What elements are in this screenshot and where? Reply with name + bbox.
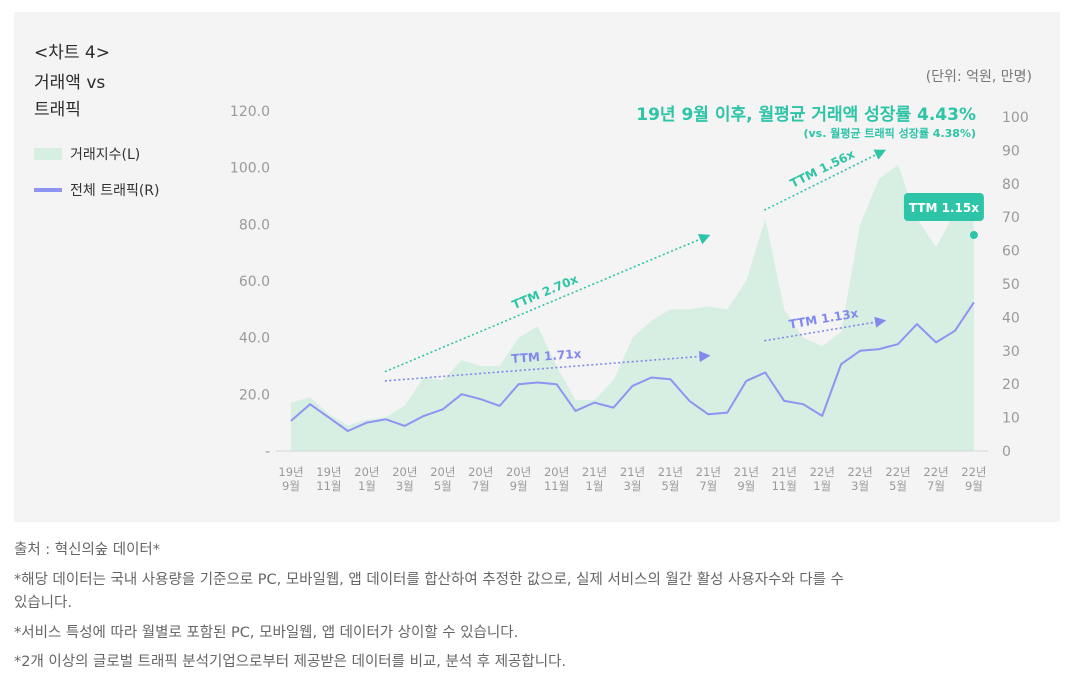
unit-label: (단위: 억원, 만명) <box>925 69 1032 85</box>
legend-swatch-area <box>34 148 62 160</box>
trend-label: TTM 2.70x <box>510 272 580 312</box>
left-axis-tick: 60.0 <box>239 274 270 290</box>
x-axis-tick-year: 21년 <box>620 465 645 479</box>
left-axis-tick: - <box>265 444 270 460</box>
x-axis-tick-month: 7월 <box>472 479 490 493</box>
x-axis-tick-month: 9월 <box>282 479 300 493</box>
x-axis-tick-month: 11월 <box>772 479 797 493</box>
x-axis-tick-month: 1월 <box>813 479 831 493</box>
x-axis-tick-year: 21년 <box>734 465 759 479</box>
chart-number: <차트 4> <box>34 43 110 63</box>
footnote-2: *서비스 특성에 따라 월별로 포함된 PC, 모바일웹, 앱 데이터가 상이할… <box>14 625 519 641</box>
x-axis-tick-year: 22년 <box>810 465 835 479</box>
legend-swatch-line <box>34 188 62 192</box>
x-axis-tick-month: 1월 <box>586 479 604 493</box>
x-axis-tick-month: 3월 <box>624 479 642 493</box>
headline-callout: 19년 9월 이후, 월평균 거래액 성장률 4.43% <box>636 105 976 125</box>
x-axis-tick-year: 20년 <box>544 465 569 479</box>
x-axis-tick-month: 5월 <box>661 479 679 493</box>
x-axis-tick-year: 21년 <box>696 465 721 479</box>
left-axis-tick: 100.0 <box>230 161 270 177</box>
x-axis-tick-year: 22년 <box>961 465 986 479</box>
x-axis-tick-year: 22년 <box>885 465 910 479</box>
left-axis-tick: 40.0 <box>239 331 270 347</box>
x-axis-tick-year: 20년 <box>506 465 531 479</box>
x-axis-tick-year: 19년 <box>278 465 303 479</box>
x-axis-tick-year: 20년 <box>392 465 417 479</box>
right-axis-tick: 50 <box>1002 277 1020 293</box>
chart-title-line-1: 거래액 vs <box>34 73 106 93</box>
right-axis-tick: 80 <box>1002 177 1020 193</box>
footnote-1-cont: 있습니다. <box>14 595 72 611</box>
trend-label: TTM 1.71x <box>511 347 582 366</box>
x-axis-tick-month: 3월 <box>396 479 414 493</box>
trend-label: TTM 1.56x <box>788 147 857 191</box>
x-axis-tick-year: 21년 <box>772 465 797 479</box>
right-axis-tick: 90 <box>1002 143 1020 159</box>
line-series <box>290 301 975 432</box>
right-axis-tick: 0 <box>1002 444 1011 460</box>
x-axis-tick-month: 7월 <box>927 479 945 493</box>
ttm-callout-dot <box>969 231 978 240</box>
x-axis-tick-month: 3월 <box>851 479 869 493</box>
right-axis-tick: 30 <box>1002 344 1020 360</box>
left-axis-tick: 80.0 <box>239 217 270 233</box>
ttm-callout-box <box>903 193 984 222</box>
x-axis-tick-year: 20년 <box>468 465 493 479</box>
area-series <box>291 164 974 451</box>
trend-arrow <box>384 350 711 382</box>
x-axis-tick-month: 5월 <box>889 479 907 493</box>
legend-item-area: 거래지수(L) <box>34 144 140 164</box>
legend-label-area: 거래지수(L) <box>70 147 141 163</box>
chart-svg: - 20.0 40.0 60.0 80.0 100.0 120.0 0 10 20 30 40 50 60… <box>230 104 1029 493</box>
right-axis-tick: 10 <box>1002 411 1020 427</box>
x-axis-tick-month: 7월 <box>699 479 717 493</box>
footnote-1: *해당 데이터는 국내 사용량을 기준으로 PC, 모바일웹, 앱 데이터를 합… <box>14 572 844 588</box>
x-axis-tick-month: 11월 <box>544 479 569 493</box>
ttm-callout-label: TTM 1.15x <box>909 201 979 215</box>
x-axis-tick-year: 22년 <box>923 465 948 479</box>
right-axis-tick: 70 <box>1002 210 1020 226</box>
right-axis-tick: 100 <box>1002 110 1029 126</box>
left-axis-tick: 20.0 <box>239 387 270 403</box>
x-axis-tick-year: 20년 <box>430 465 455 479</box>
x-axis-tick-year: 20년 <box>354 465 379 479</box>
footnote-3: *2개 이상의 글로벌 트래픽 분석기업으로부터 제공받은 데이터를 비교, 분… <box>14 654 567 670</box>
legend-item-line: 전체 트래픽(R) <box>34 180 160 200</box>
x-axis-tick-year: 21년 <box>582 465 607 479</box>
right-axis-tick: 40 <box>1002 310 1020 326</box>
x-axis-tick-month: 9월 <box>965 479 983 493</box>
subline-callout: (vs. 월평균 트래픽 성장률 4.38%) <box>803 127 976 140</box>
x-axis-tick-year: 21년 <box>658 465 683 479</box>
left-axis-tick: 120.0 <box>230 104 270 120</box>
x-axis-tick-year: 22년 <box>847 465 872 479</box>
legend-label-line: 전체 트래픽(R) <box>70 183 160 199</box>
footnote-source: 출처 : 혁신의숲 데이터* <box>14 542 161 558</box>
x-axis-tick-month: 5월 <box>434 479 452 493</box>
x-axis-tick-month: 9월 <box>510 479 528 493</box>
right-axis-tick: 20 <box>1002 377 1020 393</box>
x-axis-tick-month: 11월 <box>316 479 341 493</box>
right-axis-tick: 60 <box>1002 244 1020 260</box>
x-axis-tick-year: 19년 <box>316 465 341 479</box>
x-axis-tick-month: 9월 <box>737 479 755 493</box>
x-axis-tick-month: 1월 <box>358 479 376 493</box>
chart-title-line-2: 트래픽 <box>34 100 81 120</box>
